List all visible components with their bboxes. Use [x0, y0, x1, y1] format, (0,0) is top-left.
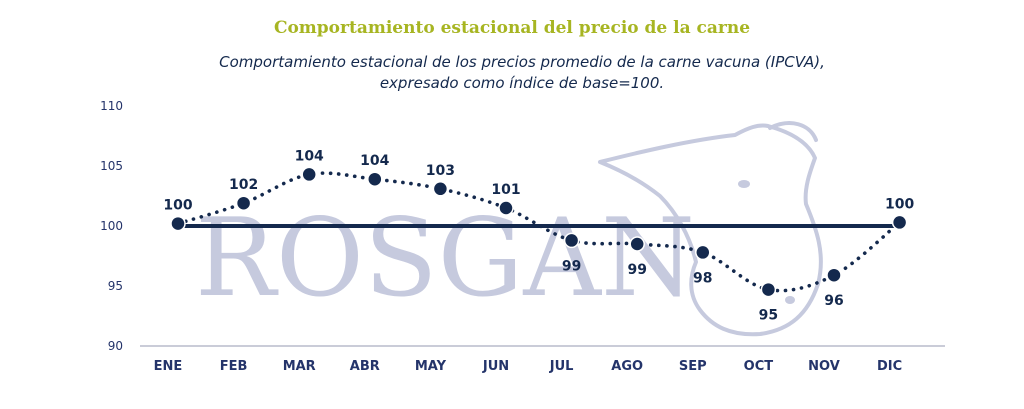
data-label: 104 [295, 148, 324, 164]
y-tick-label: 95 [108, 279, 123, 293]
data-point-marker [301, 166, 317, 183]
data-label: 100 [885, 196, 914, 212]
x-tick-label: FEB [220, 359, 248, 374]
x-tick-label: MAY [415, 359, 447, 374]
data-point-marker [695, 244, 711, 261]
data-label: 98 [693, 270, 712, 286]
rosgan-wordmark: ROSGAN [195, 196, 695, 321]
data-point-marker [498, 200, 514, 216]
data-point-marker [367, 171, 383, 187]
chart-title: Comportamiento estacional del precio de … [273, 18, 751, 38]
x-tick-label: ENE [154, 359, 183, 374]
data-label: 104 [360, 153, 389, 169]
x-tick-label: JUL [549, 359, 574, 374]
x-tick-label: AGO [611, 359, 643, 374]
data-label: 95 [759, 308, 778, 324]
chart-subtitle: Comportamiento estacional de los precios… [0, 52, 1024, 94]
y-tick-label: 100 [100, 219, 123, 233]
x-tick-label: MAR [283, 359, 316, 374]
data-label: 102 [229, 177, 258, 193]
axes: 90 95 100 105 110 ENE FEB MAR ABR MAY JUN JUL AGO SEP… [100, 99, 945, 374]
x-tick-label: SEP [679, 359, 707, 374]
x-tick-label: DIC [877, 359, 902, 374]
x-tick-label: JUN [482, 359, 509, 374]
plot-area: 100 102 104 104 103 101 99 99 98 95 96 100 [163, 148, 914, 323]
data-label: 101 [491, 182, 520, 198]
data-label: 96 [824, 293, 843, 309]
rosgan-watermark: ROSGAN [195, 121, 823, 337]
data-point-marker [826, 267, 842, 283]
subtitle-line-2: expresado como índice de base=100. [379, 74, 665, 92]
data-point-marker [563, 232, 580, 249]
data-label: 103 [426, 163, 455, 179]
data-label: 100 [163, 198, 192, 214]
data-point-marker [170, 215, 186, 232]
y-tick-label: 90 [108, 339, 123, 353]
x-tick-label: OCT [744, 359, 774, 374]
data-label: 99 [627, 262, 646, 278]
data-point-marker [432, 181, 449, 197]
subtitle-line-1: Comportamiento estacional de los precios… [219, 53, 825, 71]
x-tick-label: NOV [808, 359, 840, 374]
data-label: 99 [562, 258, 581, 274]
seasonal-index-line [176, 171, 902, 293]
x-tick-label: ABR [350, 359, 380, 374]
data-point-marker [629, 236, 645, 252]
y-tick-label: 105 [100, 159, 123, 173]
data-point-marker [891, 214, 908, 231]
data-point-marker [235, 195, 252, 211]
y-tick-label: 110 [100, 99, 123, 113]
data-point-marker [760, 281, 777, 298]
